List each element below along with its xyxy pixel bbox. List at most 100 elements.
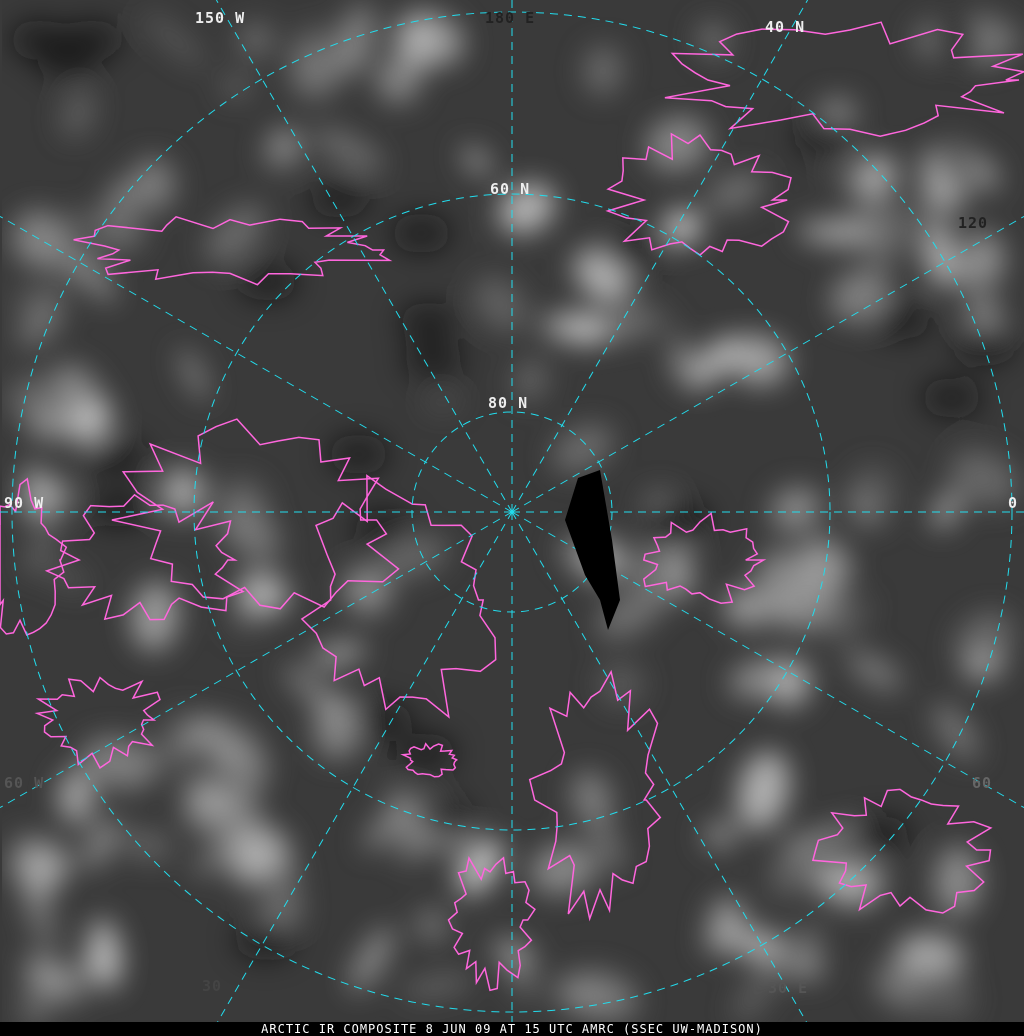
latitude-circle-40n <box>11 11 1013 1013</box>
cloud <box>178 348 209 401</box>
cloud <box>349 926 394 993</box>
clear-sky <box>602 232 663 273</box>
cloud <box>934 845 982 917</box>
hudson-bay-coastline <box>44 493 245 621</box>
clear-sky <box>391 213 452 254</box>
cloud <box>933 703 979 760</box>
cloud <box>592 815 623 873</box>
cloud <box>625 553 694 602</box>
labrador-coastline <box>0 477 68 636</box>
cloud <box>827 164 882 212</box>
clear-sky <box>871 299 932 340</box>
label-120: 120 <box>958 214 989 232</box>
cloud <box>414 908 450 942</box>
siberia-coast-coastline <box>664 21 1024 137</box>
cloud <box>706 172 764 212</box>
cloud <box>456 838 503 895</box>
cloud <box>69 246 115 302</box>
meridian-line <box>0 215 513 513</box>
cloud <box>846 463 897 531</box>
cloud <box>25 528 55 576</box>
label-180e: 180 E <box>485 9 536 27</box>
clear-sky <box>309 178 370 219</box>
cloud <box>376 56 421 104</box>
clear-sky <box>921 377 982 418</box>
cloud <box>473 276 528 332</box>
cloud <box>401 975 473 998</box>
cloud <box>6 373 74 425</box>
cloud <box>130 581 180 652</box>
cloud <box>130 157 176 212</box>
cloud <box>82 817 119 870</box>
cloud <box>462 147 491 175</box>
clear-sky <box>850 815 911 856</box>
cloud <box>60 88 96 139</box>
clear-sky <box>352 701 413 742</box>
clear-sky <box>328 434 389 475</box>
label-150w: 150 W <box>195 9 246 27</box>
cloud <box>109 180 134 214</box>
cloud <box>570 250 597 284</box>
image-caption: ARCTIC IR COMPOSITE 8 JUN 09 AT 15 UTC A… <box>0 1022 1024 1036</box>
cloud <box>24 954 86 1002</box>
cloud <box>949 450 1019 508</box>
cloud <box>932 493 960 529</box>
cloud <box>10 288 70 308</box>
meridian-line <box>511 0 809 513</box>
cloud <box>217 500 280 561</box>
label-30e: 30 E <box>768 979 809 997</box>
cloud <box>337 4 376 76</box>
cloud <box>498 183 555 234</box>
cloud <box>949 140 979 173</box>
clear-sky <box>86 438 147 479</box>
clear-sky <box>399 302 460 343</box>
cloud <box>570 771 612 825</box>
svalbard-franz-josef-coastline <box>642 512 767 604</box>
cloud <box>151 707 203 774</box>
cloud <box>237 571 289 616</box>
cloud <box>118 829 174 861</box>
cloud <box>221 73 253 99</box>
clear-sky <box>794 116 855 157</box>
meridian-line <box>511 215 1024 513</box>
meridian-line <box>0 511 513 809</box>
cloud <box>672 337 691 382</box>
cloud <box>80 736 158 790</box>
cloud <box>645 116 710 172</box>
cloud <box>239 768 267 796</box>
cloud <box>22 888 58 948</box>
cloud <box>55 206 91 253</box>
cloud <box>659 215 692 247</box>
cloud <box>185 774 236 817</box>
cloud <box>768 586 843 632</box>
cloud <box>596 586 665 639</box>
label-40n: 40 N <box>765 18 806 36</box>
cloud <box>23 462 57 517</box>
cloud <box>88 918 121 990</box>
cloud <box>897 933 965 977</box>
cloud <box>768 925 822 980</box>
cloud <box>876 976 926 1016</box>
cloud <box>865 226 904 267</box>
cloud <box>206 720 268 785</box>
clear-sky <box>237 261 298 301</box>
cloud <box>229 825 284 886</box>
cloud <box>262 133 301 172</box>
central-asia-coastline <box>811 788 993 914</box>
meridian-line <box>215 0 513 513</box>
cloud <box>568 987 605 1005</box>
cloud <box>310 642 366 667</box>
cloud <box>687 336 738 389</box>
cloud <box>921 145 949 212</box>
label-60n: 60 N <box>490 180 531 198</box>
cloud <box>727 334 789 385</box>
clear-sky <box>649 501 710 542</box>
cloud <box>847 651 902 691</box>
cloud <box>205 204 266 265</box>
meridian-line <box>209 511 513 1036</box>
cloud <box>747 931 781 966</box>
cloud <box>221 478 268 521</box>
cloud <box>144 13 206 67</box>
